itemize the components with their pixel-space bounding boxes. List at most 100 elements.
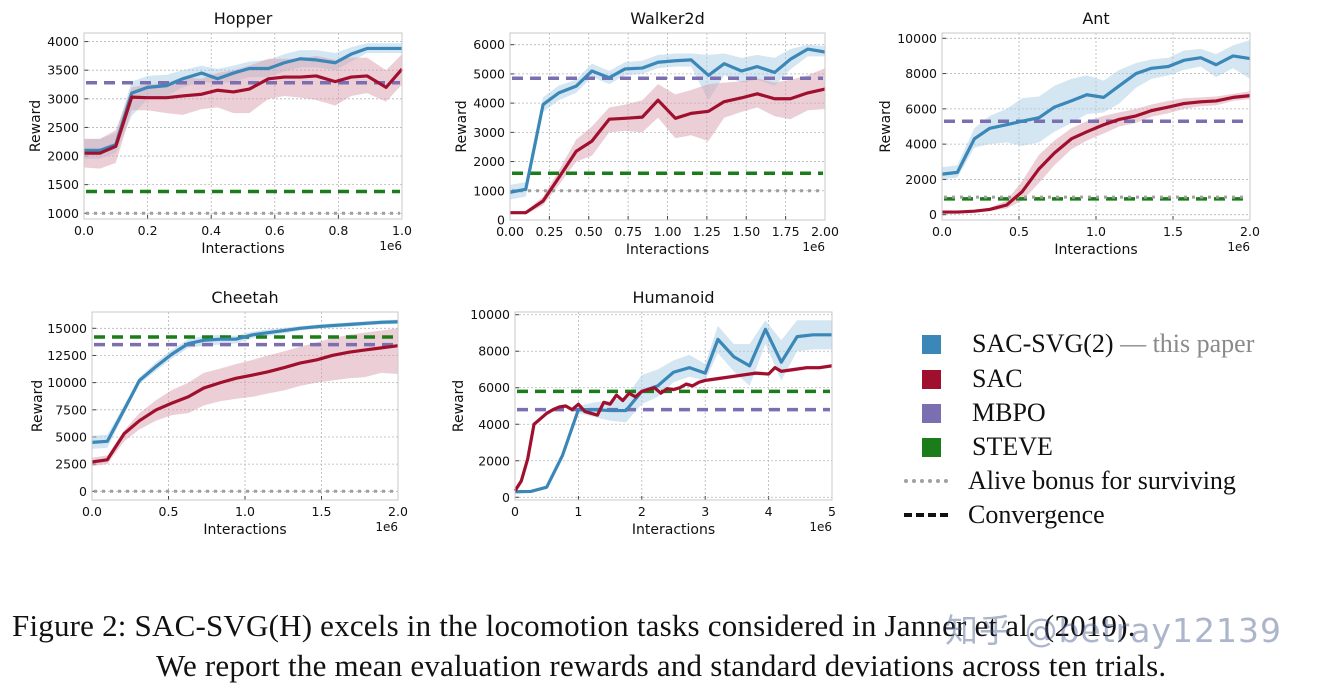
y-tick-label: 1000 <box>473 183 505 198</box>
x-tick-label: 0.0 <box>82 504 102 519</box>
y-tick-label: 3500 <box>47 63 79 78</box>
x-axis-label: Interactions <box>203 522 286 538</box>
std-band-sac <box>510 68 825 215</box>
chart-title: Hopper <box>214 9 273 28</box>
y-tick-label: 3000 <box>473 125 505 140</box>
y-axis-label: Reward <box>878 100 894 152</box>
x-tick-label: 1.5 <box>1163 224 1183 239</box>
series-line-sac <box>513 364 833 492</box>
x-axis-label: Interactions <box>626 242 709 258</box>
sac-svg-swatch-icon <box>922 334 941 354</box>
x-tick-label: 1.0 <box>392 223 412 238</box>
plot-frame <box>941 32 1251 221</box>
y-tick-label: 2000 <box>905 172 937 187</box>
y-tick-label: 0 <box>929 207 937 222</box>
legend-label: STEVE <box>972 432 1053 461</box>
y-tick-label: 4000 <box>905 137 937 152</box>
x-tick-label: 2.0 <box>1240 224 1260 239</box>
x-tick-label: 0.6 <box>265 223 285 238</box>
y-tick-label: 6000 <box>473 37 505 52</box>
x-tick-label: 4 <box>765 504 773 519</box>
dashed-line-icon <box>904 513 948 517</box>
x-tick-label: 0.0 <box>74 223 94 238</box>
y-tick-label: 1000 <box>47 206 79 221</box>
y-tick-label: 6000 <box>478 380 510 395</box>
series-line-sac <box>510 87 826 215</box>
y-tick-label: 7500 <box>55 402 87 417</box>
legend-note: — this paper <box>1113 329 1255 358</box>
x-tick-label: 0.8 <box>328 223 348 238</box>
y-tick-label: 10000 <box>47 375 87 390</box>
x-tick-label: 1.50 <box>732 224 760 239</box>
y-tick-label: 10000 <box>470 307 510 322</box>
x-axis-label: Interactions <box>1054 242 1137 258</box>
caption-line-2: We report the mean evaluation rewards an… <box>156 648 1167 683</box>
watermark: 知乎 @betray12139 <box>945 611 1282 650</box>
legend-label: SAC <box>972 364 1023 393</box>
y-tick-label: 2500 <box>47 120 79 135</box>
std-band-sac-svg-2- <box>510 44 825 200</box>
x-tick-label: 1.0 <box>1086 224 1106 239</box>
series-line-sac-svg-2- <box>84 46 402 152</box>
std-band-sac <box>942 91 1250 213</box>
y-tick-label: 12500 <box>47 348 87 363</box>
y-tick-label: 2000 <box>478 453 510 468</box>
y-tick-label: 0 <box>497 213 505 228</box>
legend-label: MBPO <box>972 398 1046 427</box>
y-tick-label: 4000 <box>478 417 510 432</box>
x-tick-label: 0.5 <box>159 504 179 519</box>
std-band-sac-svg-2- <box>942 40 1250 180</box>
figure-caption: Figure 2: SAC-SVG(H) excels in the locom… <box>12 606 1166 686</box>
std-band-sac <box>92 328 398 467</box>
x-tick-label: 0.00 <box>496 224 524 239</box>
y-tick-label: 3000 <box>47 91 79 106</box>
x-tick-label: 1.25 <box>693 224 721 239</box>
x-multiplier-label: 1e6 <box>802 240 825 254</box>
x-tick-label: 0.50 <box>575 224 603 239</box>
dotted-line-icon <box>904 479 948 483</box>
x-tick-label: 0.4 <box>201 223 221 238</box>
chart-title: Walker2d <box>630 9 705 28</box>
x-multiplier-label: 1e6 <box>379 239 402 253</box>
plot-frame <box>83 32 403 220</box>
x-tick-label: 1 <box>574 504 582 519</box>
x-axis-label: Interactions <box>632 522 715 538</box>
y-axis-label: Reward <box>28 100 44 152</box>
x-multiplier-label: 1e6 <box>1227 240 1250 254</box>
y-tick-label: 4000 <box>47 34 79 49</box>
x-tick-label: 1.00 <box>654 224 682 239</box>
x-tick-label: 1.0 <box>235 504 255 519</box>
series-line-sac <box>84 68 404 155</box>
x-tick-label: 3 <box>701 504 709 519</box>
chart-title: Humanoid <box>632 288 714 307</box>
x-tick-label: 0.25 <box>535 224 563 239</box>
series-line-sac-svg-2- <box>514 327 832 494</box>
x-multiplier-label: 1e6 <box>809 520 832 534</box>
y-tick-label: 5000 <box>473 66 505 81</box>
chart-title: Ant <box>1082 9 1109 28</box>
y-tick-label: 10000 <box>897 31 937 46</box>
x-tick-label: 0.2 <box>138 223 158 238</box>
y-axis-label: Reward <box>30 380 46 432</box>
y-tick-label: 2000 <box>47 149 79 164</box>
plot-frame <box>509 32 826 221</box>
chart-ant: 0.0 0.5 1.0 1.5 2.0 0 2000 4000 6000 8000 10000 Ant… <box>878 9 1260 258</box>
x-tick-label: 0.0 <box>932 224 952 239</box>
x-tick-label: 2.0 <box>388 504 408 519</box>
y-tick-label: 0 <box>502 490 510 505</box>
x-tick-label: 2 <box>638 504 646 519</box>
chart-cheetah: 0.0 0.5 1.0 1.5 2.0 0 2500 5000 7500 10000 12500 15… <box>30 288 408 538</box>
y-axis-label: Reward <box>454 100 470 152</box>
x-multiplier-label: 1e6 <box>375 520 398 534</box>
legend-label: Convergence <box>968 500 1105 529</box>
x-tick-label: 5 <box>828 504 836 519</box>
chart-title: Cheetah <box>211 288 278 307</box>
legend-label: SAC-SVG(2) <box>972 329 1114 358</box>
std-band-sac-svg-2- <box>515 320 832 493</box>
y-tick-label: 0 <box>79 484 87 499</box>
sac-swatch-icon <box>922 369 941 389</box>
series-line-sac-svg-2- <box>941 54 1251 176</box>
series-line-sac-svg-2- <box>509 47 826 194</box>
series-line-sac <box>942 94 1251 214</box>
